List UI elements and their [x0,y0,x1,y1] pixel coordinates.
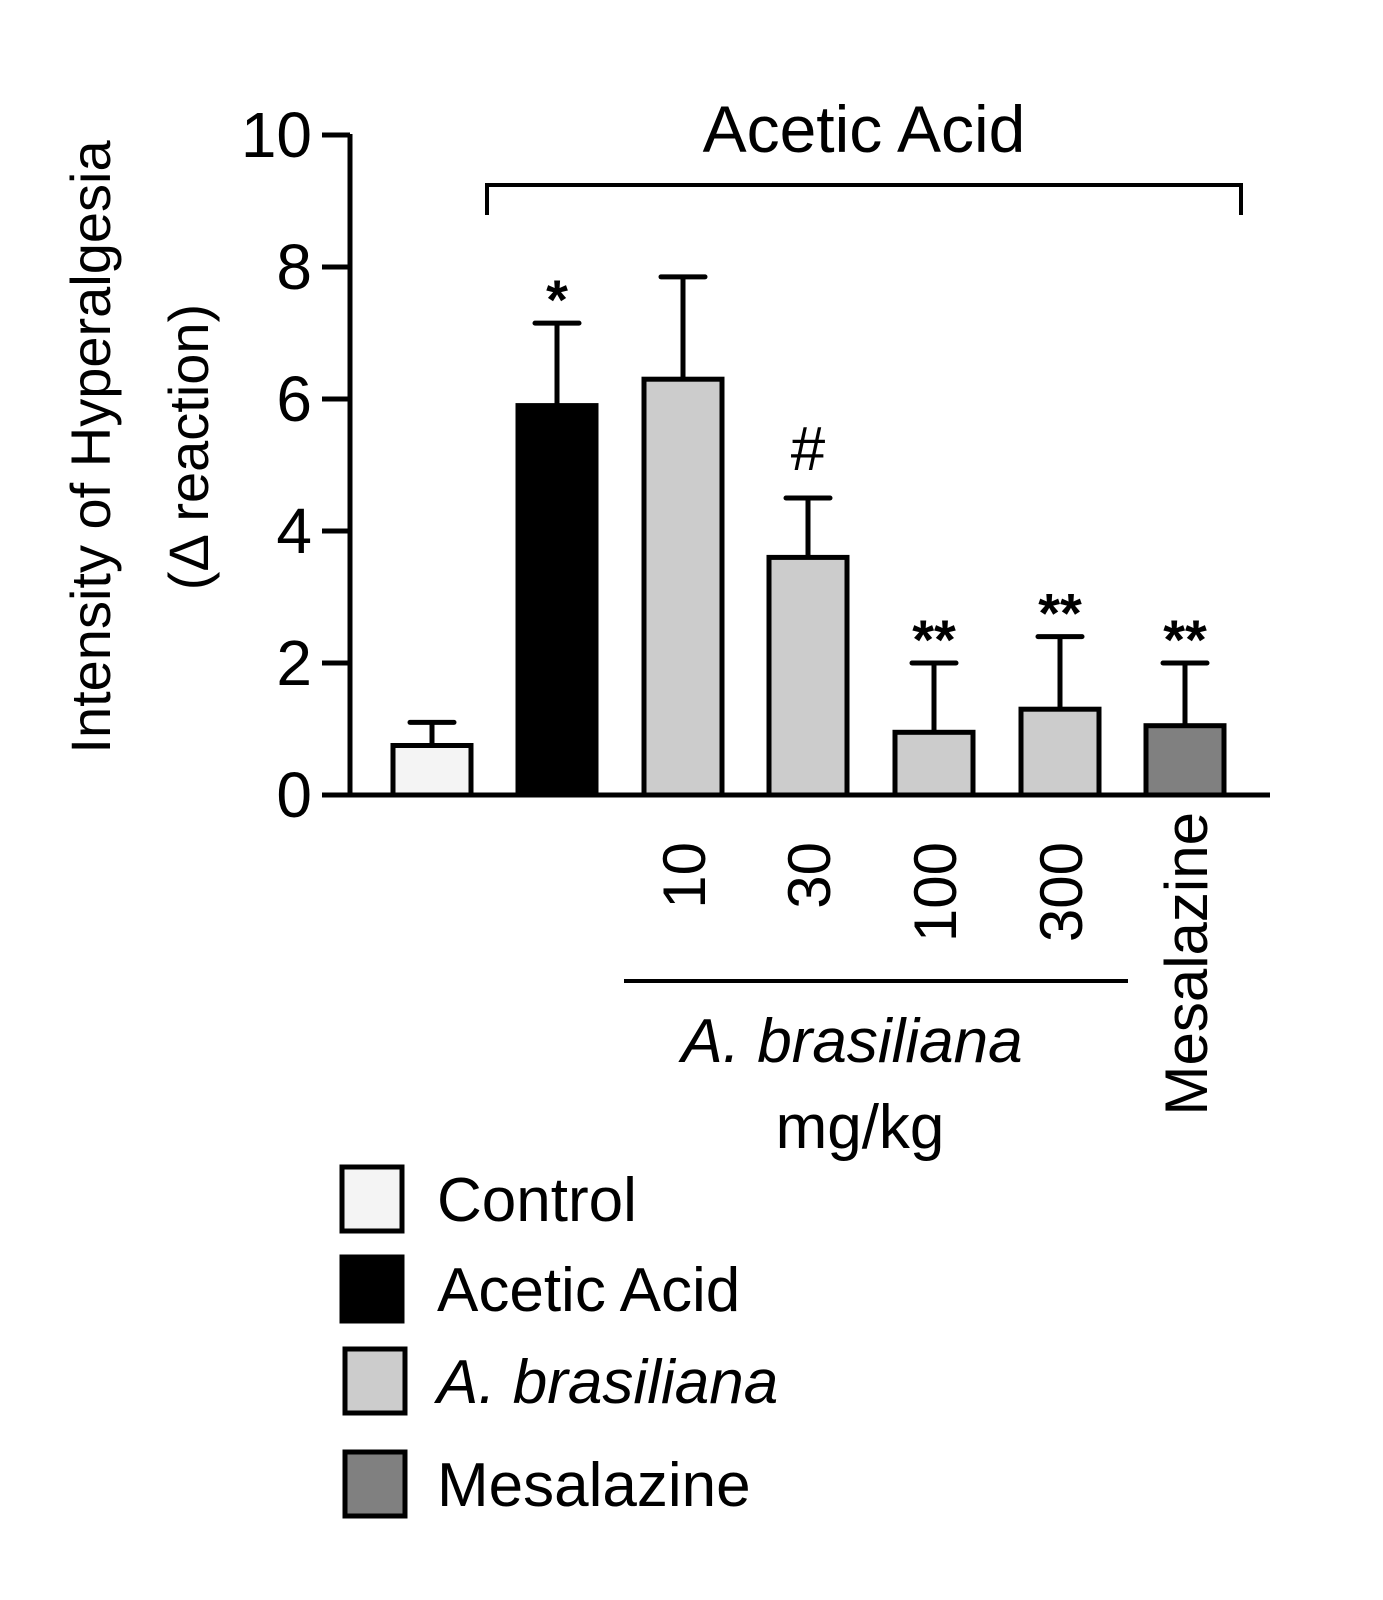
y-tick-label: 6 [276,363,312,435]
bar-7: ** [1143,608,1227,798]
y-tick-label: 4 [276,495,312,567]
x-tick-labels: 10 30 100 300 Mesalazine [651,812,1220,1116]
bar-1 [390,719,474,798]
legend-item: Control [339,1164,637,1235]
x-tick-label: Mesalazine [1153,812,1220,1116]
legend-item: A. brasiliana [342,1346,778,1417]
significance-asterisk: ** [1038,582,1082,645]
y-tick-label: 2 [276,627,312,699]
legend-label: Acetic Acid [437,1256,740,1325]
bar-rect [1143,723,1227,798]
x-tick-label: 30 [776,842,843,909]
legend-item: Mesalazine [342,1449,751,1520]
bar-3 [641,274,725,798]
legend-label: A. brasiliana [433,1348,778,1417]
bar-rect [641,376,725,798]
legend-swatch [342,1449,408,1519]
x-tick-label: 10 [651,842,718,909]
significance-asterisk: * [546,268,568,331]
bar-rect [766,554,850,798]
significance-hash: # [791,415,826,484]
bracket-label: Acetic Acid [703,92,1026,166]
significance-asterisk: ** [912,608,956,671]
y-tick-label: 10 [241,99,312,171]
bar-4: # [766,415,850,798]
y-axis: 0 2 4 6 8 10 [241,99,353,831]
bars: * # ** ** ** [390,268,1227,798]
legend: Control Acetic Acid A. brasiliana Mesalazin… [339,1164,778,1520]
legend-swatch [339,1164,405,1234]
bar-5: ** [892,608,976,798]
y-tick-label: 0 [276,759,312,831]
legend-label: Mesalazine [437,1451,751,1520]
y-axis-label-line2: (Δ reaction) [157,304,220,590]
bar-rect [515,403,599,798]
bar-rect [390,743,474,798]
x-unit-label: mg/kg [776,1093,945,1162]
x-tick-label: 300 [1028,842,1095,942]
legend-label: Control [437,1166,637,1235]
legend-item: Acetic Acid [339,1254,740,1325]
bar-rect [892,729,976,798]
x-tick-label: 100 [902,842,969,942]
x-group-label: A. brasiliana [677,1007,1022,1076]
y-tick-label: 8 [276,231,312,303]
acetic-acid-bracket: Acetic Acid [485,92,1243,215]
y-axis-label-line1: Intensity of Hyperalgesia [59,140,122,754]
bar-6: ** [1018,582,1102,798]
bar-rect [1018,706,1102,798]
legend-swatch [342,1346,408,1416]
significance-asterisk: ** [1163,608,1207,671]
bar-2: * [515,268,599,798]
legend-swatch [339,1254,405,1324]
